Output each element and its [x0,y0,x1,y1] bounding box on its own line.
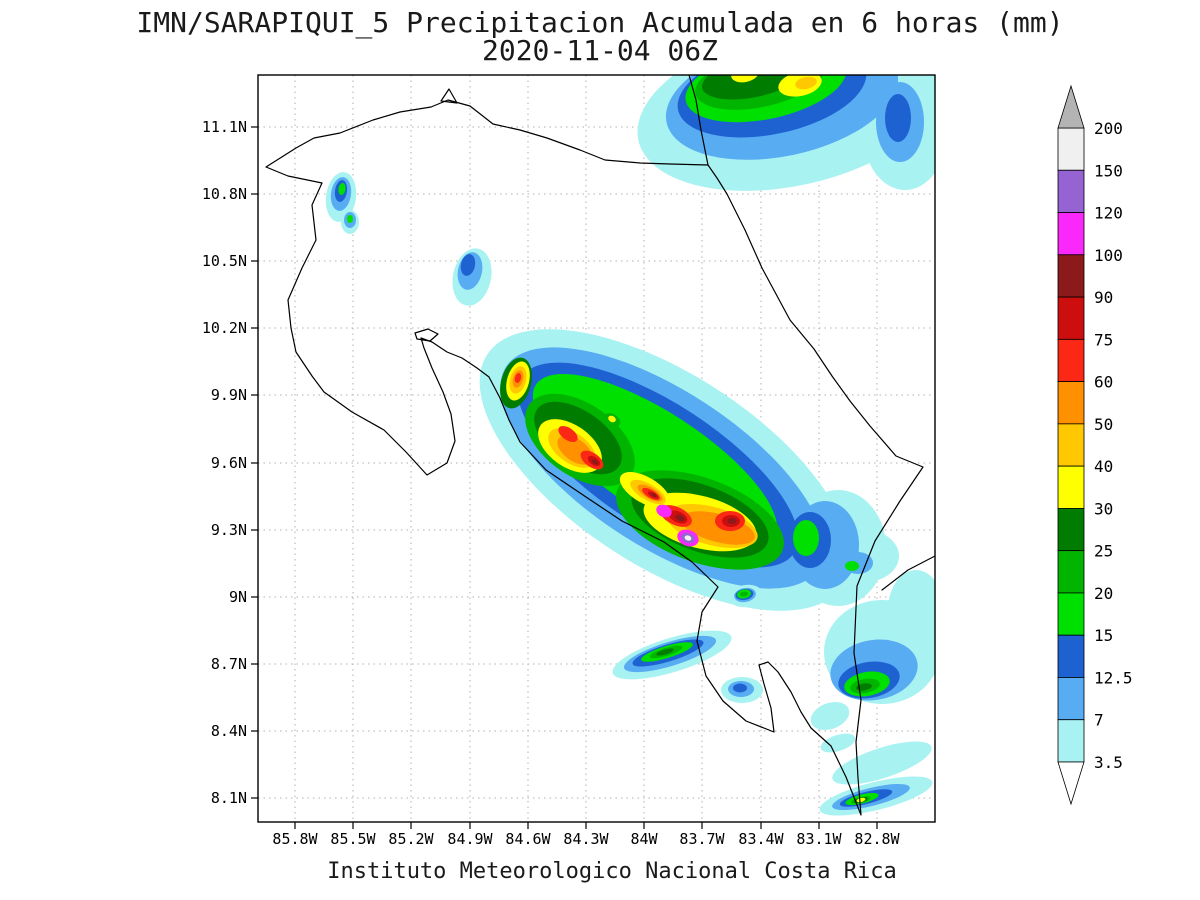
y-tick-label: 9.6N [211,454,247,472]
coastline [881,555,935,591]
precip-contour-c100 [656,504,672,518]
precip-contour-c3.5 [810,701,850,731]
map-subtitle: 2020-11-04 06Z [482,34,718,67]
x-tick-label: 85.2W [388,830,434,848]
colorbar-segment-c120 [1057,169,1085,213]
x-tick-label: 83.1W [796,830,842,848]
colorbar-label: 20 [1094,584,1113,603]
colorbar-label: 15 [1094,626,1113,645]
precip-contour-c90 [727,518,737,524]
precip-contour-c12 [460,254,476,276]
colorbar-under-arrow [1057,761,1085,806]
precip-contour-c25 [656,648,674,656]
precip-contour-c90 [591,459,599,465]
y-tick-label: 9.3N [211,521,247,539]
precip-contour-c15 [347,215,353,223]
y-tick-label: 8.1N [211,789,247,807]
y-tick-label: 8.7N [211,655,247,673]
colorbar-segment-c25 [1057,507,1085,552]
precip-contour-c15 [793,520,819,556]
y-tick-label: 11.1N [202,118,247,136]
precip-contour-c40 [795,76,817,90]
colorbar-label: 100 [1094,246,1123,265]
plot-frame [257,74,936,823]
colorbar-label: 12.5 [1094,668,1133,687]
coastline-layer [265,75,935,816]
y-tick-label: 10.5N [202,252,247,270]
precip-contour-c15 [338,183,346,195]
x-tick-label: 84.9W [447,830,493,848]
precip-contour-c60 [514,373,522,383]
colorbar-segment-c15 [1057,592,1085,636]
coastline [414,328,439,342]
colorbar-segment-c75 [1057,296,1085,340]
y-axis: 11.1N 10.8N 10.5N 10.2N 9.9N 9.6N 9.3N 9N 8.7N 8.… [202,118,258,807]
y-tick-label: 8.4N [211,722,247,740]
precip-contour-c25 [856,683,872,691]
y-tick-label: 10.8N [202,185,247,203]
map-title: IMN/SARAPIQUI_5 Precipitacion Acumulada … [136,6,1063,40]
colorbar-label: 40 [1094,457,1113,476]
colorbar-segment-c100 [1057,212,1085,256]
colorbar-label: 30 [1094,499,1113,518]
y-tick-label: 9N [229,588,247,606]
colorbar-segment-c50 [1057,381,1085,425]
x-axis: 85.8W 85.5W 85.2W 84.9W 84.6W 84.3W 84W 83.7W 83… [272,822,901,848]
y-tick-label: 9.9N [211,386,247,404]
coastline [440,88,458,104]
precip-contour-c12 [885,94,911,142]
x-tick-label: 84.6W [505,830,551,848]
colorbar-label: 50 [1094,415,1113,434]
x-tick-label: 84.3W [563,830,609,848]
colorbar: 200 150 120 100 90 75 60 50 40 30 25 20 15 12.5 7 3.5 [1057,84,1133,806]
colorbar-label: 3.5 [1094,753,1123,772]
precip-contour-c3.5 [820,733,856,753]
colorbar-label: 60 [1094,373,1113,392]
precip-contour-c90 [651,493,657,497]
colorbar-label: 7 [1094,711,1104,730]
colorbar-segment-c3.5 [1057,719,1085,763]
x-tick-label: 82.8W [854,830,900,848]
precip-contour-c90 [675,514,685,522]
precip-contour-c12 [733,683,747,693]
coastline [265,99,924,816]
precip-contour-c20 [740,591,748,597]
precip-contour-c50 [681,511,755,545]
colorbar-label: 25 [1094,542,1113,561]
colorbar-segment-c90 [1057,254,1085,298]
x-tick-label: 83.4W [738,830,784,848]
colorbar-label: 75 [1094,330,1113,349]
colorbar-label: 90 [1094,288,1113,307]
y-tick-label: 10.2N [202,319,247,337]
colorbar-segment-c20 [1057,550,1085,594]
colorbar-segment-c30 [1057,465,1085,509]
x-tick-label: 85.8W [272,830,318,848]
x-tick-label: 85.5W [330,830,376,848]
precip-contour-c30 [731,75,759,83]
colorbar-segment-c150 [1057,127,1085,171]
precip-contour-c3.5 [888,570,935,650]
colorbar-segment-c40 [1057,423,1085,467]
precip-contour-c150 [684,535,692,541]
x-tick-label: 83.7W [679,830,725,848]
colorbar-label: 200 [1094,119,1123,138]
precipitation-shading [325,75,935,816]
precip-contour-c30 [608,415,616,423]
colorbar-segment-c12 [1057,634,1085,678]
x-tick-label: 84W [630,830,658,848]
precip-contour-c30 [856,797,866,803]
colorbar-segment-c7 [1057,677,1085,721]
colorbar-label: 150 [1094,161,1123,180]
colorbar-segment-c60 [1057,338,1085,383]
colorbar-over-arrow [1057,84,1085,129]
coastline [688,75,709,166]
precip-contour-c15 [845,561,859,571]
colorbar-label: 120 [1094,204,1123,223]
precip-contour-c60 [558,426,578,442]
map-footer: Instituto Meteorologico Nacional Costa R… [327,859,897,884]
